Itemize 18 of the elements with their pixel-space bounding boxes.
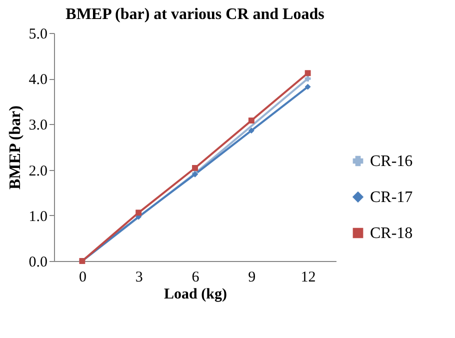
chart-title: BMEP (bar) at various CR and Loads bbox=[66, 6, 324, 23]
x-tick-label: 6 bbox=[192, 270, 200, 286]
x-tick-label: 3 bbox=[135, 270, 143, 286]
legend-label: CR-18 bbox=[370, 225, 413, 242]
y-tick-label: 0.0 bbox=[28, 254, 48, 270]
x-axis-title: Load (kg) bbox=[164, 286, 227, 302]
x-tick-label: 12 bbox=[300, 270, 316, 286]
point bbox=[192, 165, 198, 171]
y-tick-label: 1.0 bbox=[28, 208, 48, 225]
y-tick-label: 3.0 bbox=[28, 118, 48, 134]
legend-label: CR-16 bbox=[370, 153, 413, 170]
y-tick-label: 5.0 bbox=[28, 26, 48, 42]
x-tick-label: 0 bbox=[78, 270, 86, 286]
y-tick-label: 2.0 bbox=[28, 163, 48, 180]
x-tick-label: 9 bbox=[248, 270, 256, 286]
y-tick-label: 4.0 bbox=[28, 72, 48, 88]
legend-label: CR-17 bbox=[370, 189, 413, 206]
y-axis-title: BMEP (bar) bbox=[6, 106, 24, 190]
